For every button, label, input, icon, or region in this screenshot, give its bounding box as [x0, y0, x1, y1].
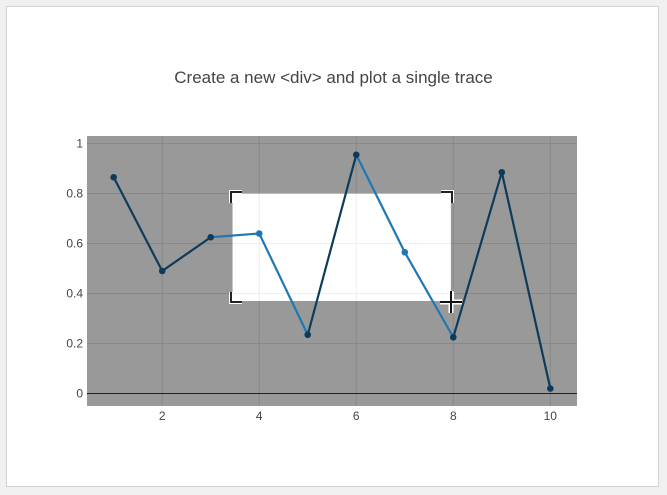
- x-tick-label: 10: [544, 409, 558, 423]
- chart-title: Create a new <div> and plot a single tra…: [174, 68, 493, 87]
- series-segment: [306, 153, 358, 336]
- series-segment: [209, 232, 261, 239]
- y-tick-label: 0.6: [66, 237, 83, 251]
- data-point: [547, 385, 554, 392]
- crosshair-move-icon: [440, 291, 462, 313]
- series-segment: [355, 153, 406, 254]
- series-segment: [452, 171, 503, 339]
- data-point: [207, 233, 215, 241]
- data-point: [110, 173, 117, 181]
- x-axis-ticks: 2 4 6 8 10: [159, 409, 557, 423]
- data-point: [158, 267, 166, 275]
- series-segment: [258, 232, 309, 336]
- y-tick-label: 0: [76, 387, 83, 401]
- data-point: [304, 331, 312, 339]
- y-axis-ticks: 0 0.2 0.4 0.6 0.8 1: [66, 137, 83, 401]
- series-segment: [403, 251, 455, 339]
- series-segment: [112, 176, 164, 273]
- x-tick-label: 8: [450, 409, 457, 423]
- series-markers: [110, 151, 554, 392]
- series-line: [112, 153, 552, 390]
- x-tick-label: 6: [353, 409, 360, 423]
- data-point: [401, 248, 409, 256]
- selection-corner-top-right-inner: [441, 191, 453, 203]
- x-tick-label: 4: [256, 409, 263, 423]
- series-segment: [161, 236, 212, 273]
- y-tick-label: 1: [76, 137, 83, 151]
- data-point: [449, 333, 457, 341]
- x-tick-label: 2: [159, 409, 166, 423]
- y-tick-label: 0.4: [66, 287, 83, 301]
- y-tick-label: 0.2: [66, 337, 83, 351]
- y-tick-label: 0.8: [66, 187, 83, 201]
- series-segment: [500, 171, 552, 390]
- data-point: [498, 168, 506, 176]
- data-point: [352, 151, 360, 159]
- selection-corner-top-left-inner: [230, 191, 242, 203]
- data-point: [255, 230, 263, 237]
- selection-corner-bottom-left-inner: [230, 292, 242, 303]
